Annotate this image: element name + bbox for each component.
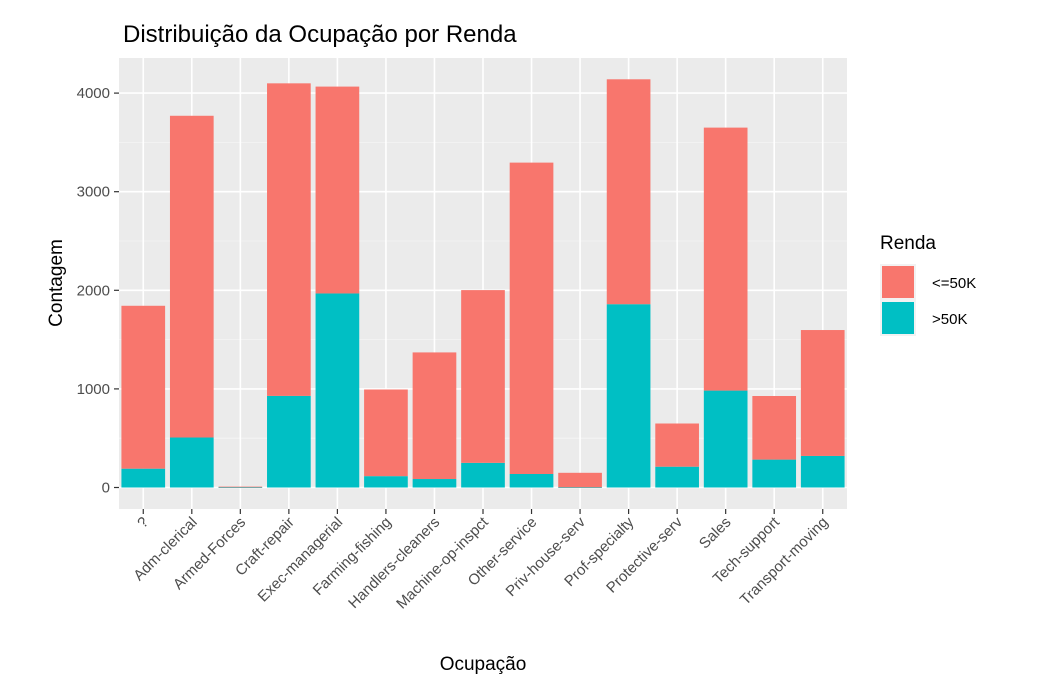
x-axis: ?Adm-clericalArmed-ForcesCraft-repairExe… — [130, 509, 832, 612]
legend: Renda <=50K >50K — [880, 233, 976, 336]
bar-segment — [364, 389, 408, 477]
x-tick-label: ? — [134, 514, 152, 532]
bar-segment — [558, 487, 602, 489]
x-tick-label: Sales — [696, 514, 735, 553]
x-tick-label: Handlers-cleaners — [345, 514, 443, 612]
bar-segment — [752, 459, 797, 488]
bar-segment — [218, 487, 263, 489]
bar-segment — [218, 486, 263, 488]
bar-segment — [800, 330, 845, 456]
bar-segment — [655, 423, 699, 467]
x-tick-label: Exec-managerial — [255, 514, 347, 606]
x-axis-title: Ocupação — [440, 654, 527, 675]
chart-title: Distribuição da Ocupação por Renda — [123, 21, 517, 48]
bar-segment — [267, 83, 311, 396]
y-axis: 0 1000 2000 3000 4000 — [77, 85, 119, 497]
bar-segment — [509, 473, 554, 488]
bar-segment — [121, 305, 166, 469]
y-tick-label: 2000 — [77, 282, 110, 299]
bar-segment — [461, 462, 505, 488]
bar-segment — [703, 127, 748, 391]
y-tick-label: 1000 — [77, 381, 110, 398]
y-tick-label: 4000 — [77, 85, 110, 102]
y-tick-label: 3000 — [77, 184, 110, 201]
x-tick-label: Machine-op-inspct — [393, 513, 492, 612]
x-tick-label: Transport-moving — [737, 514, 832, 609]
bars — [121, 79, 845, 489]
bar-segment — [169, 115, 214, 438]
bar-segment — [606, 79, 651, 305]
bar-segment — [655, 466, 699, 488]
bar-segment — [315, 86, 360, 294]
bar-segment — [800, 455, 845, 488]
bar-segment — [364, 476, 408, 488]
bar-segment — [121, 468, 166, 488]
bar-segment — [169, 437, 214, 488]
bar-segment — [412, 352, 457, 480]
y-tick-label: 0 — [102, 480, 110, 497]
bar-segment — [606, 304, 651, 488]
legend-label: >50K — [932, 311, 967, 328]
bar-segment — [315, 293, 360, 488]
bar-segment — [412, 479, 457, 488]
y-axis-title: Contagem — [46, 239, 67, 327]
bar-segment — [752, 395, 797, 460]
legend-swatch — [882, 266, 914, 298]
bar-segment — [461, 290, 505, 463]
bar-segment — [509, 162, 554, 474]
legend-title: Renda — [880, 233, 936, 254]
bar-segment — [558, 472, 602, 488]
bar-segment — [703, 390, 748, 488]
legend-label: <=50K — [932, 275, 976, 292]
bar-segment — [267, 395, 311, 488]
legend-swatch — [882, 302, 914, 334]
